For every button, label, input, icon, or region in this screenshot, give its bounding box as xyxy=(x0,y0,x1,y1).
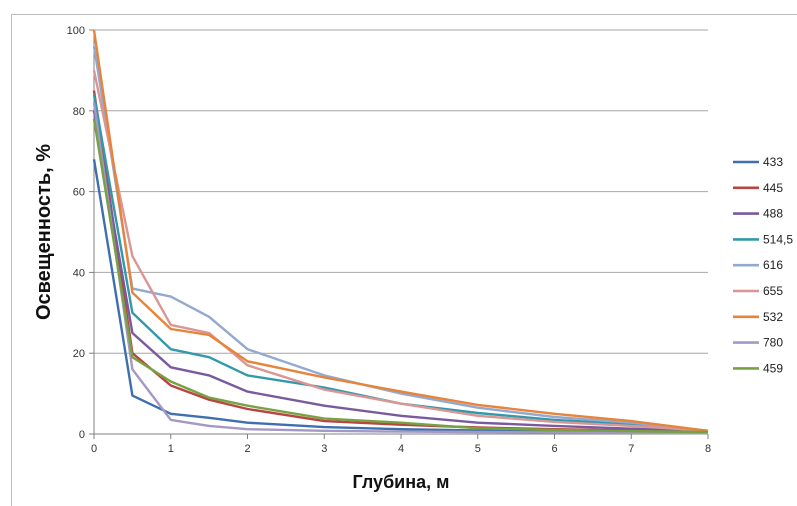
legend-label-488: 488 xyxy=(763,207,783,221)
x-tick-label-0: 0 xyxy=(91,443,97,455)
legend-label-655: 655 xyxy=(763,284,783,298)
x-axis-title: Глубина, м xyxy=(353,472,450,492)
series-line-655 xyxy=(92,70,709,432)
series-line-459 xyxy=(92,118,709,434)
y-tick-label-1: 20 xyxy=(73,348,85,360)
x-tick-label-1: 1 xyxy=(168,443,174,455)
legend-label-514-5: 514,5 xyxy=(763,232,793,246)
legend-label-532: 532 xyxy=(763,310,783,324)
series-line-532 xyxy=(92,29,709,432)
x-tick-label-4: 4 xyxy=(398,443,404,455)
x-tick-label-6: 6 xyxy=(551,443,557,455)
y-tick-label-3: 60 xyxy=(73,187,85,199)
series-line-488 xyxy=(92,110,709,432)
y-axis-title: Освещенность, % xyxy=(33,144,55,320)
legend-label-616: 616 xyxy=(763,258,783,272)
y-tick-label-5: 100 xyxy=(67,25,85,37)
series-line-616 xyxy=(92,46,709,432)
legend-label-433: 433 xyxy=(763,155,783,169)
series-line-445 xyxy=(92,90,709,433)
x-tick-label-7: 7 xyxy=(628,443,634,455)
legend-label-459: 459 xyxy=(763,361,783,375)
legend-label-445: 445 xyxy=(763,181,783,195)
y-tick-label-2: 40 xyxy=(73,267,85,279)
series-line-514-5 xyxy=(92,94,709,432)
x-tick-label-8: 8 xyxy=(705,443,711,455)
legend-label-780: 780 xyxy=(763,336,783,350)
series-line-780 xyxy=(92,102,709,435)
y-tick-label-4: 80 xyxy=(73,106,85,118)
x-tick-label-5: 5 xyxy=(475,443,481,455)
y-tick-label-0: 0 xyxy=(79,429,85,441)
x-tick-label-2: 2 xyxy=(244,443,250,455)
x-tick-label-3: 3 xyxy=(321,443,327,455)
